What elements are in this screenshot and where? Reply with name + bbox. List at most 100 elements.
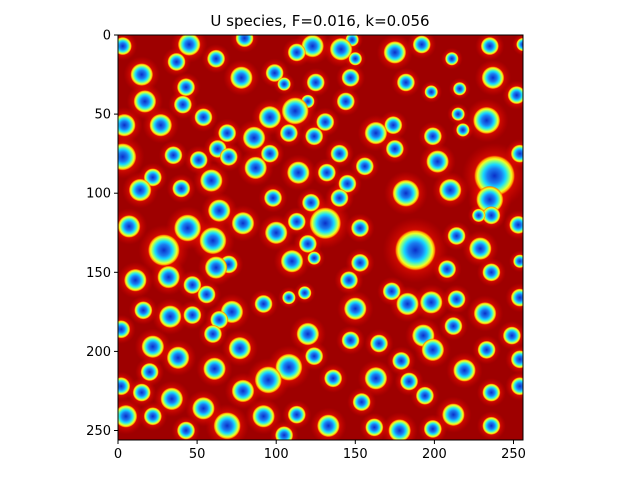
heatmap-spot xyxy=(477,340,496,359)
heatmap-spot xyxy=(301,35,325,58)
heatmap-spot xyxy=(287,43,306,62)
heatmap-spot xyxy=(444,51,459,66)
heatmap-spot xyxy=(118,214,141,238)
heatmap-spot xyxy=(512,254,523,269)
heatmap-spot xyxy=(149,113,173,137)
heatmap-spot xyxy=(392,179,420,207)
heatmap-spot xyxy=(383,40,407,64)
heatmap-spot xyxy=(412,35,431,54)
heatmap-spot xyxy=(158,305,182,329)
heatmap-spot xyxy=(482,383,501,402)
heatmap-spot xyxy=(252,404,276,428)
heatmap-spot xyxy=(213,411,241,440)
heatmap-spot xyxy=(157,265,181,289)
heatmap-spot xyxy=(341,68,360,87)
heatmap-spot xyxy=(352,392,371,412)
x-tick-label: 200 xyxy=(422,447,447,462)
heatmap-spot xyxy=(502,326,522,345)
heatmap-spot xyxy=(317,163,337,182)
heatmap-spot xyxy=(173,214,202,242)
heatmap-spot xyxy=(229,66,253,90)
heatmap-spot xyxy=(423,419,442,439)
heatmap-spot xyxy=(128,178,152,202)
heatmap-spot xyxy=(306,73,325,92)
heatmap-spot xyxy=(329,37,353,61)
heatmap-spot xyxy=(164,146,183,165)
heatmap-spot xyxy=(451,107,466,121)
heatmap-spot xyxy=(204,256,228,280)
heatmap-spot xyxy=(160,387,184,411)
heatmap-spot xyxy=(396,73,416,92)
heatmap-spot xyxy=(118,320,131,339)
heatmap-plot-area xyxy=(118,35,523,440)
heatmap-spot xyxy=(382,282,401,301)
heatmap-spot xyxy=(274,426,294,440)
heatmap-spot xyxy=(298,234,318,254)
heatmap-spot xyxy=(279,123,299,143)
heatmap-spot xyxy=(472,106,501,135)
heatmap-spot xyxy=(199,226,227,255)
heatmap-spot xyxy=(296,322,320,346)
heatmap-spot xyxy=(385,139,405,159)
heatmap-spot xyxy=(510,377,523,396)
heatmap-spot xyxy=(235,35,254,48)
x-tick-label: 50 xyxy=(189,447,206,462)
heatmap-spot xyxy=(423,127,442,146)
heatmap-spot xyxy=(254,294,273,314)
heatmap-spot xyxy=(471,208,486,223)
heatmap-spot xyxy=(509,215,523,235)
heatmap-spot xyxy=(415,386,435,405)
heatmap-spot xyxy=(140,362,159,382)
y-tick-label: 50 xyxy=(94,108,111,123)
heatmap-spot xyxy=(510,144,523,163)
heatmap-spot-layer xyxy=(118,35,523,440)
chart-title: U species, F=0.016, k=0.056 xyxy=(210,12,429,30)
heatmap-spot xyxy=(275,353,303,381)
x-axis: 0 50 100 150 200 250 xyxy=(114,440,526,462)
heatmap-spot xyxy=(304,346,324,366)
heatmap-spot xyxy=(287,212,306,231)
heatmap-spot xyxy=(118,143,137,171)
heatmap-spot xyxy=(392,351,411,371)
heatmap-spot xyxy=(263,188,283,208)
heatmap-spot xyxy=(452,358,476,382)
heatmap-spot xyxy=(476,185,504,214)
heatmap-spot xyxy=(123,268,147,292)
heatmap-spot xyxy=(228,336,252,360)
heatmap-spot xyxy=(330,188,349,208)
heatmap-spot xyxy=(167,52,186,72)
heatmap-spot xyxy=(336,92,355,111)
heatmap-spot xyxy=(510,288,523,307)
x-tick-label: 100 xyxy=(264,447,289,462)
heatmap-spot xyxy=(355,157,374,176)
heatmap-spot xyxy=(189,150,208,170)
y-tick-label: 0 xyxy=(103,29,111,44)
heatmap-spot xyxy=(437,259,457,279)
heatmap-spot xyxy=(339,271,359,290)
y-tick-label: 250 xyxy=(86,424,111,439)
heatmap-spot xyxy=(183,275,202,295)
heatmap-spot xyxy=(343,297,367,321)
heatmap-spot xyxy=(287,405,306,424)
x-tick-label: 250 xyxy=(501,447,526,462)
heatmap-spot xyxy=(384,116,403,135)
heatmap-spot xyxy=(348,51,363,66)
heatmap-spot xyxy=(369,334,389,353)
heatmap-spot xyxy=(421,338,445,362)
heatmap-spot xyxy=(316,112,335,132)
heatmap-spot xyxy=(254,366,283,394)
heatmap-spot xyxy=(199,169,223,193)
heatmap-spot xyxy=(364,366,388,390)
heatmap-spot xyxy=(176,78,196,97)
y-tick-label: 100 xyxy=(86,187,111,202)
heatmap-spot xyxy=(166,346,190,370)
heatmap-spot xyxy=(203,357,226,381)
heatmap-spot xyxy=(118,404,138,428)
heatmap-spot xyxy=(132,383,151,402)
heatmap-spot xyxy=(426,150,450,174)
heatmap-spot xyxy=(173,95,193,114)
heatmap-spot xyxy=(473,301,497,325)
heatmap-spot xyxy=(244,156,268,180)
heatmap-spot xyxy=(447,226,466,246)
